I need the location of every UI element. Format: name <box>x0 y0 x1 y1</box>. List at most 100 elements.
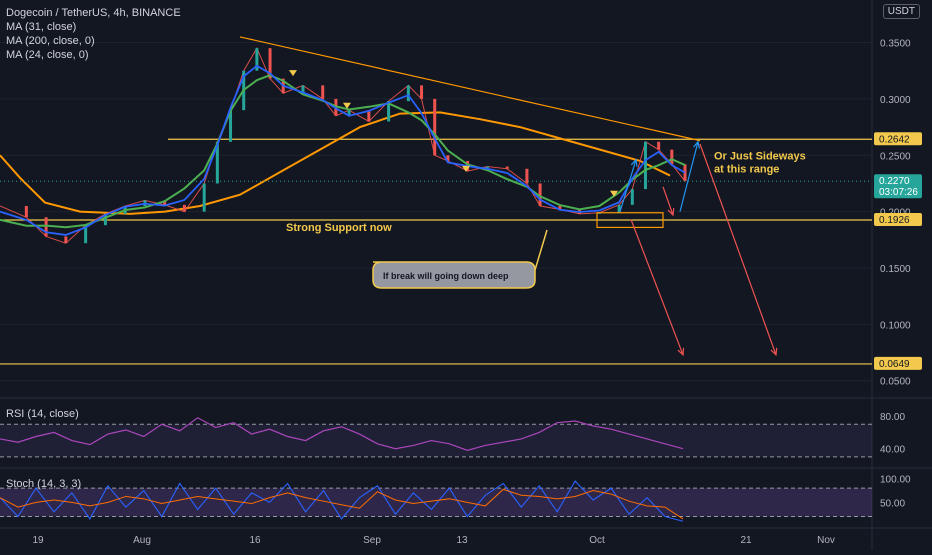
candle <box>387 101 391 122</box>
arrow-red-down-1 <box>630 219 684 356</box>
rsi-band <box>0 424 872 457</box>
legend-ma-200: MA (200, close, 0) <box>6 35 95 47</box>
rsi-tick-label: 80.00 <box>880 412 905 423</box>
callout-text: If break will going down deep <box>383 271 509 281</box>
price-label: 0.2642 <box>874 132 922 146</box>
candle <box>44 217 48 237</box>
ma-200-line <box>0 111 671 215</box>
y-tick-label: 0.3500 <box>880 39 911 50</box>
candle <box>670 149 674 165</box>
rsi-line <box>0 417 684 451</box>
signal-marker <box>462 165 470 172</box>
arrow-red-down-1-head <box>677 347 685 357</box>
ma-31-line <box>0 74 686 229</box>
candle <box>163 200 167 205</box>
price-label-box <box>874 212 922 226</box>
arrow-red-short <box>662 186 674 216</box>
arrow-blue-up <box>679 141 699 212</box>
price-label-countdown: 03:07:26 <box>879 187 918 198</box>
currency-button[interactable]: USDT <box>882 4 920 19</box>
candle <box>505 166 509 169</box>
candle <box>420 85 424 99</box>
candle <box>630 189 634 205</box>
candle <box>24 206 28 218</box>
candle <box>229 110 233 142</box>
y-tick-label: 0.1000 <box>880 320 911 331</box>
candle <box>657 141 661 150</box>
candle <box>446 155 450 161</box>
price-label-box <box>874 132 922 146</box>
signal-marker <box>289 70 297 77</box>
stoch-tick-label: 100.00 <box>880 475 911 486</box>
annotation-sideways: Or Just Sideways at this range <box>714 150 806 175</box>
annotation-sideways-line: Or Just Sideways <box>714 150 806 162</box>
candle <box>367 110 371 122</box>
arrow-red-down-2 <box>699 143 777 356</box>
candle <box>268 48 272 79</box>
signal-marker <box>610 190 618 197</box>
arrow-blue-short-head <box>630 158 638 167</box>
callout-break: If break will going down deep <box>372 229 548 289</box>
candle <box>84 225 88 244</box>
callout-pointer <box>534 229 548 271</box>
annotation-sideways-line: at this range <box>714 163 779 175</box>
price-label: 0.0649 <box>874 356 922 370</box>
candle <box>558 206 562 210</box>
candle <box>406 85 410 102</box>
candle <box>255 48 259 71</box>
signal-marker <box>343 102 351 109</box>
candle <box>433 98 437 156</box>
x-tick-label: Sep <box>363 535 381 546</box>
candle <box>301 85 305 94</box>
stoch-tick-label: 50.00 <box>880 498 905 509</box>
stoch-label: Stoch (14, 3, 3) <box>6 478 82 490</box>
rsi-tick-label: 40.00 <box>880 445 905 456</box>
y-tick-label: 0.2500 <box>880 151 911 162</box>
x-tick-label: 13 <box>456 535 468 546</box>
legend-ma-24: MA (24, close, 0) <box>6 49 89 61</box>
candle <box>202 183 206 212</box>
price-label-box <box>874 356 922 370</box>
y-tick-label: 0.0500 <box>880 377 911 388</box>
range-box <box>596 212 664 229</box>
candle <box>64 236 68 244</box>
candle <box>525 168 529 184</box>
x-tick-label: Nov <box>817 535 835 546</box>
candle <box>321 85 325 99</box>
descending-trendline <box>239 36 701 142</box>
annotation-strong-support: Strong Support now <box>286 222 392 234</box>
y-tick-label: 0.1500 <box>880 264 911 275</box>
x-tick-label: Aug <box>133 535 151 546</box>
price-label-box <box>874 174 922 199</box>
price-label: 0.1926 <box>874 212 922 226</box>
y-tick-label: 0.3000 <box>880 95 911 106</box>
candle <box>347 110 351 116</box>
chart-legend: Dogecoin / TetherUS, 4h, BINANCE MA (31,… <box>6 6 181 62</box>
price-label-text: 0.0649 <box>879 359 910 370</box>
price-label-text: 0.1926 <box>879 215 910 226</box>
candle <box>643 141 647 190</box>
x-tick-label: 19 <box>32 535 44 546</box>
x-tick-label: Oct <box>589 535 605 546</box>
arrow-blue-short <box>619 159 637 212</box>
legend-ma-31: MA (31, close) <box>6 21 77 33</box>
x-tick-label: 16 <box>249 535 261 546</box>
price-label-text: 0.2642 <box>879 134 910 145</box>
rsi-label: RSI (14, close) <box>6 408 79 420</box>
arrow-red-down-2-head <box>770 347 778 357</box>
candle <box>617 204 621 213</box>
candle <box>103 213 107 226</box>
ma-24-line <box>0 64 686 236</box>
candle <box>182 204 186 212</box>
x-tick-label: 21 <box>740 535 752 546</box>
arrow-red-short-head <box>667 207 675 217</box>
arrow-blue-up-head <box>693 140 700 149</box>
callout-box <box>372 261 536 289</box>
stoch-d-line <box>0 488 684 520</box>
candle <box>538 183 542 206</box>
chart-title: Dogecoin / TetherUS, 4h, BINANCE <box>6 7 181 19</box>
stoch-k-line <box>0 480 684 522</box>
